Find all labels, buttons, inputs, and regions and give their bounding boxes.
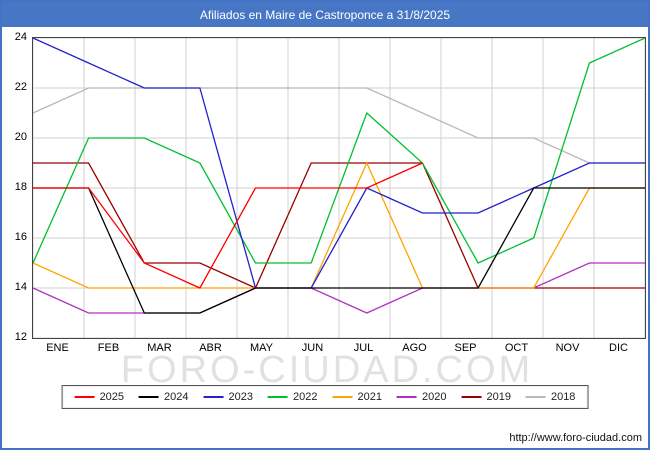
x-tick-label: OCT [504, 342, 529, 354]
x-tick-label: MAR [147, 342, 172, 354]
y-tick-label: 14 [14, 281, 27, 293]
chart-title: Afiliados en Maire de Castroponce a 31/8… [199, 7, 451, 22]
legend-item-2018: 2018 [525, 391, 576, 403]
legend-item-2024: 2024 [139, 391, 189, 403]
legend-label: 2020 [421, 391, 447, 403]
x-tick-label: AGO [402, 342, 427, 354]
legend-line-icon [74, 396, 95, 398]
plot-svg [33, 38, 645, 338]
legend-item-2023: 2023 [203, 391, 254, 403]
y-tick-label: 22 [14, 81, 27, 93]
legend-item-2020: 2020 [396, 391, 447, 403]
plot [32, 37, 646, 339]
series-line-2020 [33, 262, 645, 314]
legend-label: 2021 [357, 391, 382, 403]
y-tick-label: 18 [14, 181, 27, 193]
series-line-2021 [33, 161, 645, 289]
x-tick-label: FEB [97, 342, 120, 354]
y-tick-label: 24 [14, 31, 27, 43]
legend-line-icon [461, 396, 482, 398]
x-axis: ENE FEB MAR ABR MAY JUN JUL AGO SEP OCT NOV DIC [32, 342, 644, 354]
x-tick-label: ENE [46, 342, 69, 354]
legend-line-icon [525, 396, 546, 398]
legend-label: 2018 [550, 391, 576, 403]
x-tick-label: ABR [199, 342, 222, 354]
series-line-2024 [33, 187, 645, 314]
y-tick-label: 16 [14, 231, 27, 243]
y-tick-label: 12 [14, 331, 27, 343]
x-tick-label: MAY [249, 342, 274, 354]
legend-line-icon [203, 396, 224, 398]
legend-label: 2025 [99, 391, 125, 403]
legend-line-icon [268, 396, 289, 398]
legend-item-2021: 2021 [332, 391, 382, 403]
series-line-2018 [33, 87, 645, 164]
legend-line-icon [139, 396, 160, 398]
y-axis: 12 14 16 18 20 22 24 [2, 27, 30, 347]
chart-area: FORO-CIUDAD.COM 12 14 16 18 20 22 24 ENE FEB MAR… [2, 27, 648, 391]
legend-line-icon [396, 396, 417, 398]
series-line-2019 [33, 162, 645, 289]
legend-item-2022: 2022 [268, 391, 318, 403]
legend: 2025 2024 2023 2022 2021 2020 2019 2018 [61, 385, 589, 409]
x-tick-label: JUL [353, 342, 374, 354]
x-tick-label: SEP [454, 342, 477, 354]
legend-label: 2024 [164, 391, 189, 403]
x-tick-label: DIC [609, 342, 628, 354]
title-bar: Afiliados en Maire de Castroponce a 31/8… [2, 2, 648, 27]
footer-url-link[interactable]: http://www.foro-ciudad.com [509, 432, 642, 444]
legend-item-2019: 2019 [461, 391, 511, 403]
legend-item-2025: 2025 [74, 391, 125, 403]
y-tick-label: 20 [14, 131, 27, 143]
series-line-2023 [33, 38, 645, 289]
series-line-2025 [33, 162, 423, 289]
x-tick-label: NOV [555, 342, 580, 354]
legend-label: 2023 [228, 391, 254, 403]
legend-label: 2022 [293, 391, 318, 403]
legend-label: 2019 [486, 391, 511, 403]
x-tick-label: JUN [301, 342, 324, 354]
legend-line-icon [332, 396, 353, 398]
